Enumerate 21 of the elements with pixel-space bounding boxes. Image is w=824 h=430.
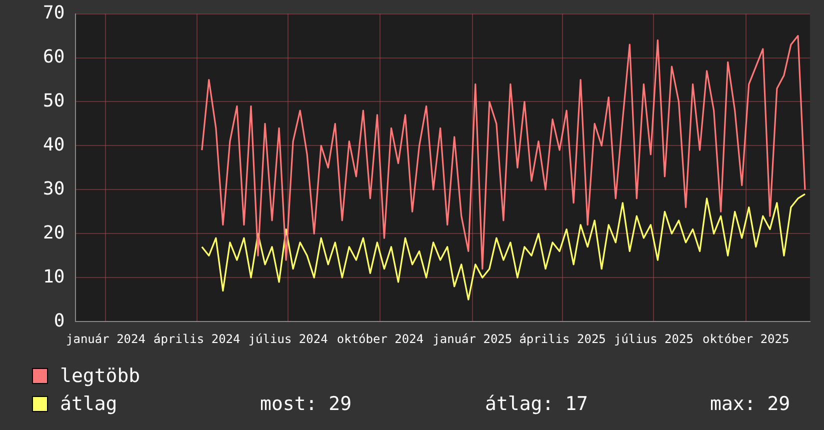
legend-label: átlag [60,393,118,415]
y-tick-label: 60 [42,46,65,68]
x-tick-label: július 2025 [614,332,694,346]
x-tick-label: április 2024 [154,332,240,346]
text: max: 29 [710,393,792,415]
x-tick-label: július 2024 [248,332,328,346]
y-tick-label: 30 [42,178,65,200]
x-tick-label: október 2024 [336,332,424,346]
y-tick-label: 40 [42,134,65,156]
x-tick-label: október 2025 [702,332,790,346]
text: most: 29 [260,393,353,415]
y-tick-label: 0 [54,310,65,332]
x-tick-label: január 2024 [66,332,146,346]
text: átlag: 17 [485,393,589,415]
y-tick-label: 20 [42,222,65,244]
y-tick-label: 10 [42,266,65,288]
y-tick-label: 50 [42,90,65,112]
y-tick-label: 70 [42,2,65,24]
legend-label: legtöbb [60,365,142,387]
x-tick-label: április 2025 [519,332,606,346]
x-tick-label: január 2025 [432,332,512,346]
